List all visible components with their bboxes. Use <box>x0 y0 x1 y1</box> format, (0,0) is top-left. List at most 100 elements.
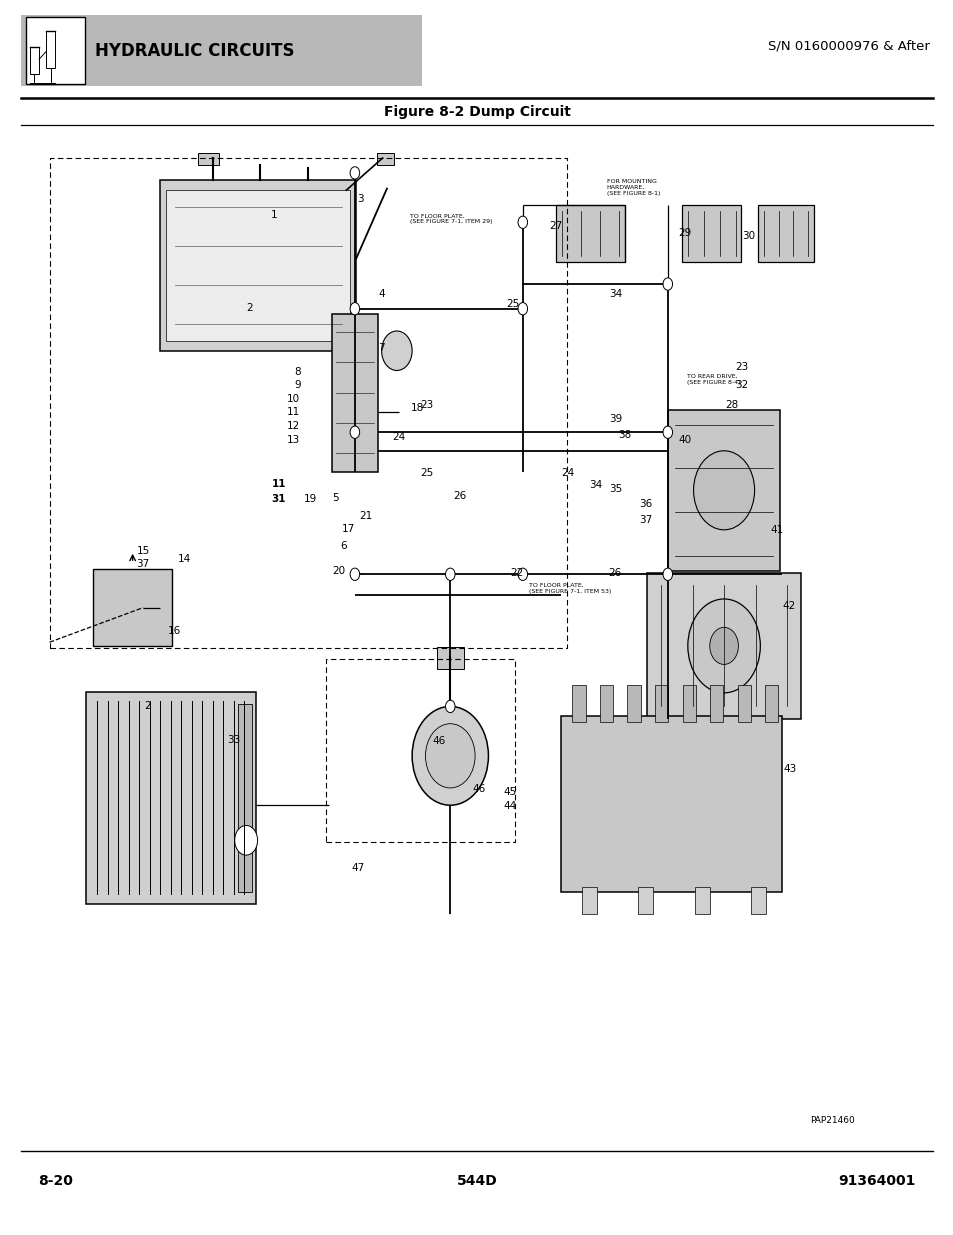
Text: PAP21460: PAP21460 <box>810 1115 854 1125</box>
Text: 32: 32 <box>735 380 748 390</box>
Text: 25: 25 <box>419 468 433 478</box>
Text: 35: 35 <box>608 484 621 494</box>
Text: 36: 36 <box>639 499 652 509</box>
Text: 16: 16 <box>168 626 181 636</box>
Text: 3: 3 <box>357 194 363 204</box>
Bar <box>750 887 765 914</box>
Text: 26: 26 <box>453 492 466 501</box>
Text: 20: 20 <box>332 566 345 576</box>
Text: 41: 41 <box>770 525 783 535</box>
Bar <box>627 685 640 722</box>
Text: 15: 15 <box>136 546 150 556</box>
Text: 45: 45 <box>503 787 517 797</box>
Circle shape <box>425 724 475 788</box>
Circle shape <box>662 568 672 580</box>
Text: 25: 25 <box>506 299 519 309</box>
Text: 13: 13 <box>287 435 300 445</box>
Text: 91364001: 91364001 <box>838 1173 915 1188</box>
Bar <box>93 569 172 646</box>
Circle shape <box>709 627 738 664</box>
Text: 44: 44 <box>503 802 517 811</box>
Text: 8: 8 <box>294 367 300 377</box>
Bar <box>638 887 653 914</box>
Text: 38: 38 <box>618 430 631 440</box>
Text: S/N 0160000976 & After: S/N 0160000976 & After <box>767 40 929 52</box>
Bar <box>681 205 740 262</box>
Text: 33: 33 <box>227 735 240 745</box>
Text: 1: 1 <box>271 210 276 220</box>
Bar <box>166 190 350 341</box>
Bar <box>50 158 566 648</box>
Bar <box>160 180 355 351</box>
Text: 24: 24 <box>392 432 405 442</box>
Circle shape <box>381 331 412 370</box>
Bar <box>198 153 219 165</box>
Bar <box>737 685 750 722</box>
Text: 8-20: 8-20 <box>38 1173 73 1188</box>
Text: 37: 37 <box>136 559 150 569</box>
Text: 31: 31 <box>271 494 286 504</box>
Bar <box>21 15 421 86</box>
Text: 39: 39 <box>608 414 621 424</box>
Text: 18: 18 <box>411 403 424 412</box>
Circle shape <box>517 216 527 228</box>
Circle shape <box>662 278 672 290</box>
Text: 37: 37 <box>639 515 652 525</box>
Text: 47: 47 <box>351 863 364 873</box>
Text: 26: 26 <box>608 568 621 578</box>
Text: 28: 28 <box>724 400 738 410</box>
Circle shape <box>445 700 455 713</box>
Text: TO FLOOR PLATE,
(SEE FIGURE 7-1, ITEM 29): TO FLOOR PLATE, (SEE FIGURE 7-1, ITEM 29… <box>410 214 492 225</box>
Bar <box>238 704 252 892</box>
Text: 46: 46 <box>472 784 485 794</box>
Bar <box>764 685 778 722</box>
Text: 23: 23 <box>419 400 433 410</box>
Circle shape <box>517 303 527 315</box>
Text: 24: 24 <box>560 468 574 478</box>
Text: 6: 6 <box>340 541 346 551</box>
Text: FOR MOUNTING
HARDWARE,
(SEE FIGURE 8-1): FOR MOUNTING HARDWARE, (SEE FIGURE 8-1) <box>606 179 659 195</box>
Bar <box>560 716 781 892</box>
Text: 17: 17 <box>341 524 355 534</box>
Text: 11: 11 <box>271 479 286 489</box>
Bar <box>709 685 722 722</box>
Circle shape <box>350 568 359 580</box>
Text: 12: 12 <box>287 421 300 431</box>
Text: TO FLOOR PLATE,
(SEE FIGURE 7-1, ITEM 53): TO FLOOR PLATE, (SEE FIGURE 7-1, ITEM 53… <box>529 583 611 594</box>
Circle shape <box>234 825 257 855</box>
Text: 11: 11 <box>287 408 300 417</box>
Text: 46: 46 <box>432 736 445 746</box>
Bar <box>46 31 55 68</box>
Bar <box>86 692 255 904</box>
Bar <box>694 887 709 914</box>
Bar <box>681 685 695 722</box>
Circle shape <box>517 568 527 580</box>
Bar <box>376 153 394 165</box>
Text: 34: 34 <box>589 480 602 490</box>
Circle shape <box>350 167 359 179</box>
Text: 10: 10 <box>287 394 300 404</box>
Bar <box>332 314 377 472</box>
Bar <box>572 685 585 722</box>
Text: 2: 2 <box>145 701 151 711</box>
Circle shape <box>687 599 760 693</box>
Text: 9: 9 <box>294 380 300 390</box>
Text: 22: 22 <box>510 568 523 578</box>
Bar <box>326 659 515 842</box>
Text: 5: 5 <box>333 493 338 503</box>
Text: TO REAR DRIVE,
(SEE FIGURE 8-4): TO REAR DRIVE, (SEE FIGURE 8-4) <box>686 374 740 385</box>
Text: 40: 40 <box>678 435 691 445</box>
Bar <box>30 47 39 74</box>
Circle shape <box>445 568 455 580</box>
Text: 544D: 544D <box>456 1173 497 1188</box>
Bar <box>646 573 801 719</box>
Circle shape <box>662 426 672 438</box>
Text: 42: 42 <box>781 601 795 611</box>
Text: 7: 7 <box>378 343 384 353</box>
Circle shape <box>412 706 488 805</box>
Bar <box>26 17 85 84</box>
Text: 43: 43 <box>782 764 796 774</box>
Text: 14: 14 <box>177 555 191 564</box>
Text: 2: 2 <box>247 303 253 312</box>
Text: 19: 19 <box>303 494 316 504</box>
